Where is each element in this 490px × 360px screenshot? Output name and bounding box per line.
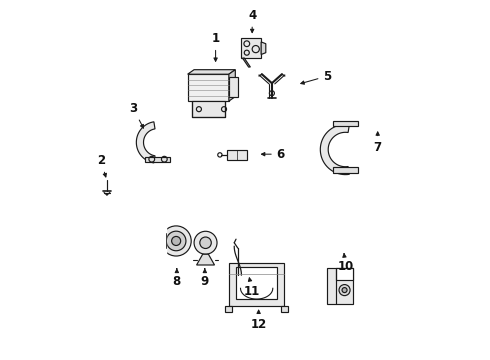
Text: 6: 6 — [262, 148, 285, 161]
Polygon shape — [196, 254, 215, 265]
Circle shape — [200, 237, 211, 248]
Polygon shape — [145, 157, 170, 162]
Polygon shape — [227, 149, 247, 160]
Polygon shape — [261, 42, 266, 54]
Polygon shape — [229, 70, 235, 101]
Polygon shape — [236, 267, 277, 299]
Text: 5: 5 — [301, 69, 332, 84]
Polygon shape — [242, 39, 261, 58]
Circle shape — [194, 231, 217, 254]
Polygon shape — [188, 74, 229, 101]
Polygon shape — [192, 101, 225, 117]
Circle shape — [339, 284, 350, 296]
Text: 11: 11 — [244, 278, 260, 298]
Polygon shape — [188, 70, 235, 74]
Circle shape — [161, 226, 191, 256]
Polygon shape — [225, 306, 232, 312]
Text: 2: 2 — [97, 154, 106, 177]
Text: 3: 3 — [129, 102, 144, 128]
Text: 1: 1 — [212, 32, 220, 61]
Polygon shape — [243, 58, 250, 67]
Circle shape — [167, 231, 186, 251]
Text: 12: 12 — [250, 310, 267, 331]
Text: 10: 10 — [337, 254, 354, 273]
Polygon shape — [327, 268, 353, 304]
Text: 8: 8 — [173, 269, 181, 288]
Circle shape — [342, 288, 347, 293]
Polygon shape — [229, 77, 238, 97]
Polygon shape — [136, 122, 155, 163]
Polygon shape — [281, 306, 288, 312]
Polygon shape — [320, 125, 349, 175]
Polygon shape — [229, 263, 285, 306]
Polygon shape — [336, 268, 353, 280]
Polygon shape — [333, 121, 358, 126]
Polygon shape — [333, 167, 358, 173]
Text: 4: 4 — [248, 9, 256, 33]
Text: 9: 9 — [201, 269, 209, 288]
Circle shape — [172, 237, 181, 246]
Text: 7: 7 — [373, 132, 382, 154]
